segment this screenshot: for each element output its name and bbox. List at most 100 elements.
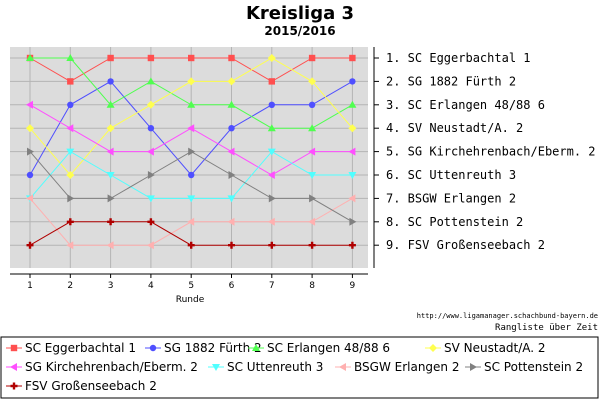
data-point [107,78,114,85]
data-point [147,218,155,226]
data-point [309,194,317,203]
data-point [228,125,235,132]
data-point [146,77,155,85]
legend-label: BSGW Erlangen 2 [354,360,459,374]
legend-marker [252,344,260,351]
data-point [67,101,74,109]
legend-marker [10,382,18,390]
data-point [107,194,115,203]
legend-marker [212,364,220,371]
x-tick-label: 6 [229,281,235,291]
data-point [146,100,155,109]
data-point [66,124,74,133]
chart-subtitle: 2015/2016 [264,24,335,38]
data-point [147,125,155,132]
x-tick-label: 8 [309,281,315,291]
data-point [106,241,114,250]
series-2 [26,78,356,179]
data-point [227,77,236,86]
series-3 [26,54,357,132]
standing-label: 5. SG Kirchehrenbach/Eberm. 2 [386,145,596,159]
data-point [106,124,115,133]
data-point [308,124,317,132]
data-point [348,124,357,133]
standing-label: 2. SG 1882 Fürth 2 [386,74,516,88]
data-point [308,241,316,249]
data-point [187,195,196,203]
series-8 [27,147,357,226]
data-point [228,54,235,62]
data-point [67,78,74,85]
standing-label: 8. SC Pottenstein 2 [386,215,523,229]
data-point [66,171,75,179]
legend-label: SC Uttenreuth 3 [227,360,323,374]
data-point [267,171,275,179]
x-ticks: 1 2 3 4 5 6 7 8 9 [27,274,356,291]
source-url: http://www.ligamanager.schachbund-bayern… [417,312,598,320]
x-tick-label: 3 [108,281,114,291]
data-point [268,194,276,203]
x-tick-label: 1 [27,281,33,291]
standing-label: 4. SV Neustadt/A. 2 [386,121,523,135]
legend-label: SC Pottenstein 2 [484,360,583,374]
series-9 [26,218,356,249]
data-point [308,54,316,62]
data-point [227,195,236,203]
data-point [147,54,155,62]
data-point [106,147,114,156]
legend-label: SV Neustadt/A. 2 [444,341,546,355]
data-point [66,148,75,156]
data-point [26,171,34,179]
x-tick-label: 2 [67,281,73,291]
data-point [26,194,33,203]
data-point [268,78,275,85]
footer-caption: Rangliste über Zeit [495,323,598,333]
legend-marker [470,363,477,371]
data-point [187,241,195,249]
data-point [227,217,235,226]
standing-label: 7. BSGW Erlangen 2 [386,191,516,205]
data-point [228,241,235,249]
data-point [348,241,356,249]
x-tick-label: 9 [350,281,356,291]
legend-label: SG 1882 Fürth 2 [164,341,262,355]
legend-label: FSV Großenseebach 2 [25,379,157,393]
data-point [146,147,154,156]
data-point [188,54,195,62]
data-point [146,195,155,203]
data-point [308,217,316,226]
legend-box [0,336,599,399]
legend-marker [429,344,437,352]
data-point [188,171,195,179]
data-point [227,100,236,108]
data-point [308,172,317,179]
x-axis-label: Runde [176,295,205,305]
standing-label: 3. SC Erlangen 48/88 6 [386,98,545,112]
data-point [348,100,357,108]
data-point [188,147,196,156]
series-7 [26,194,356,250]
data-point [26,100,33,109]
standing-label: 9. FSV Großenseebach 2 [386,238,545,252]
data-point [26,124,34,133]
x-tick-label: 5 [188,281,194,291]
legend-marker [149,344,157,352]
legend-label: SC Eggerbachtal 1 [25,341,136,355]
data-point [349,54,356,62]
data-point [227,147,235,156]
data-point [348,194,356,203]
data-point [349,217,357,226]
data-point [66,54,75,61]
data-point [26,54,34,61]
data-point [228,171,236,179]
data-point [267,124,276,132]
legend-label: SG Kirchehrenbach/Eberm. 2 [25,360,198,374]
data-point [308,77,317,86]
final-standings: 1. SC Eggerbachtal 1 2. SG 1882 Fürth 2 3.… [374,51,596,252]
data-point [27,147,34,156]
series-5 [26,100,356,179]
data-point [187,77,196,86]
data-point [267,54,276,62]
legend-marker [339,363,346,371]
legend-marker [10,363,17,371]
